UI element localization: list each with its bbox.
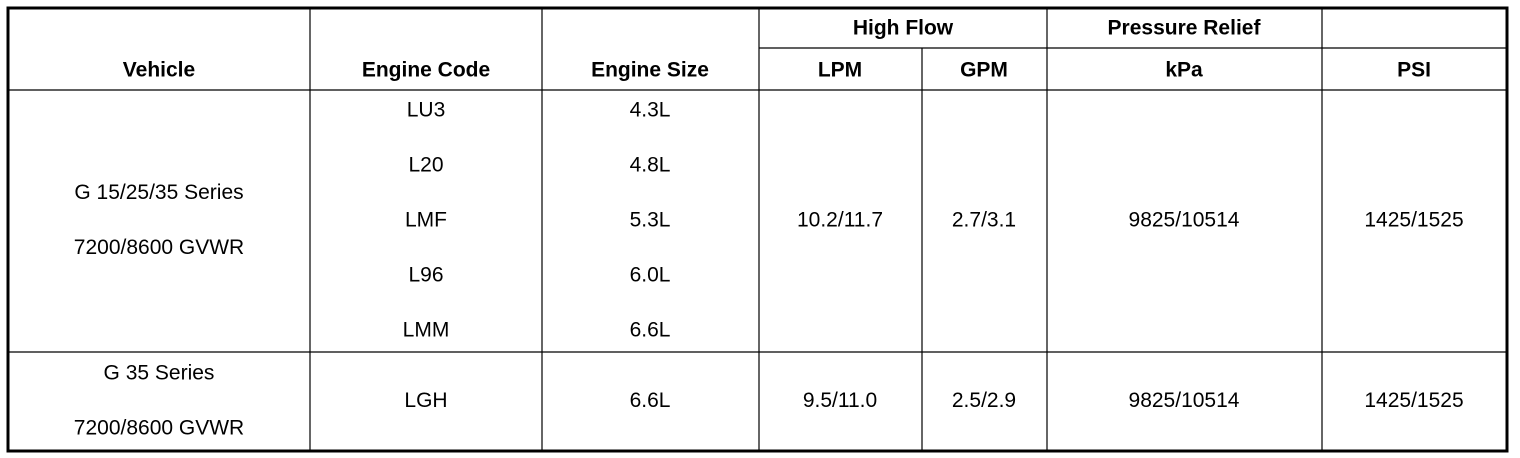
column-header: PSI [1397, 59, 1431, 82]
cell-text: 9825/10514 [1129, 209, 1240, 232]
cell-text: LGH [404, 389, 447, 412]
table-border [6, 6, 1509, 453]
cell-text: G 35 Series [104, 362, 215, 385]
cell-text: G 15/25/35 Series [74, 181, 243, 204]
group-header: High Flow [853, 17, 954, 40]
cell-text: LMM [403, 319, 450, 342]
column-header: kPa [1165, 59, 1203, 82]
column-header: Engine Size [591, 59, 709, 82]
group-header: Pressure Relief [1108, 17, 1262, 40]
cell-text: 10.2/11.7 [797, 209, 883, 232]
cell-text: 1425/1525 [1364, 389, 1463, 412]
cell-text: 2.5/2.9 [952, 389, 1016, 412]
column-header: LPM [818, 59, 862, 82]
cell-text: 6.6L [630, 389, 671, 412]
cell-text: L20 [408, 154, 443, 177]
cell-text: 7200/8600 GVWR [74, 417, 244, 440]
cell-text: 5.3L [630, 209, 671, 232]
cell-text: LMF [405, 209, 447, 232]
cell-text: 1425/1525 [1364, 209, 1463, 232]
cell-text: 4.8L [630, 154, 671, 177]
column-header: Vehicle [123, 59, 195, 82]
cell-text: 7200/8600 GVWR [74, 236, 244, 259]
cell-text: LU3 [407, 99, 446, 122]
cell-text: L96 [408, 264, 443, 287]
cell-text: 6.0L [630, 264, 671, 287]
cell-text: 4.3L [630, 99, 671, 122]
cell-text: 9.5/11.0 [803, 389, 877, 412]
cell-text: 9825/10514 [1129, 389, 1240, 412]
column-header: GPM [960, 59, 1008, 82]
cell-text: 6.6L [630, 319, 671, 342]
column-header: Engine Code [362, 59, 490, 82]
cell-text: 2.7/3.1 [952, 209, 1016, 232]
